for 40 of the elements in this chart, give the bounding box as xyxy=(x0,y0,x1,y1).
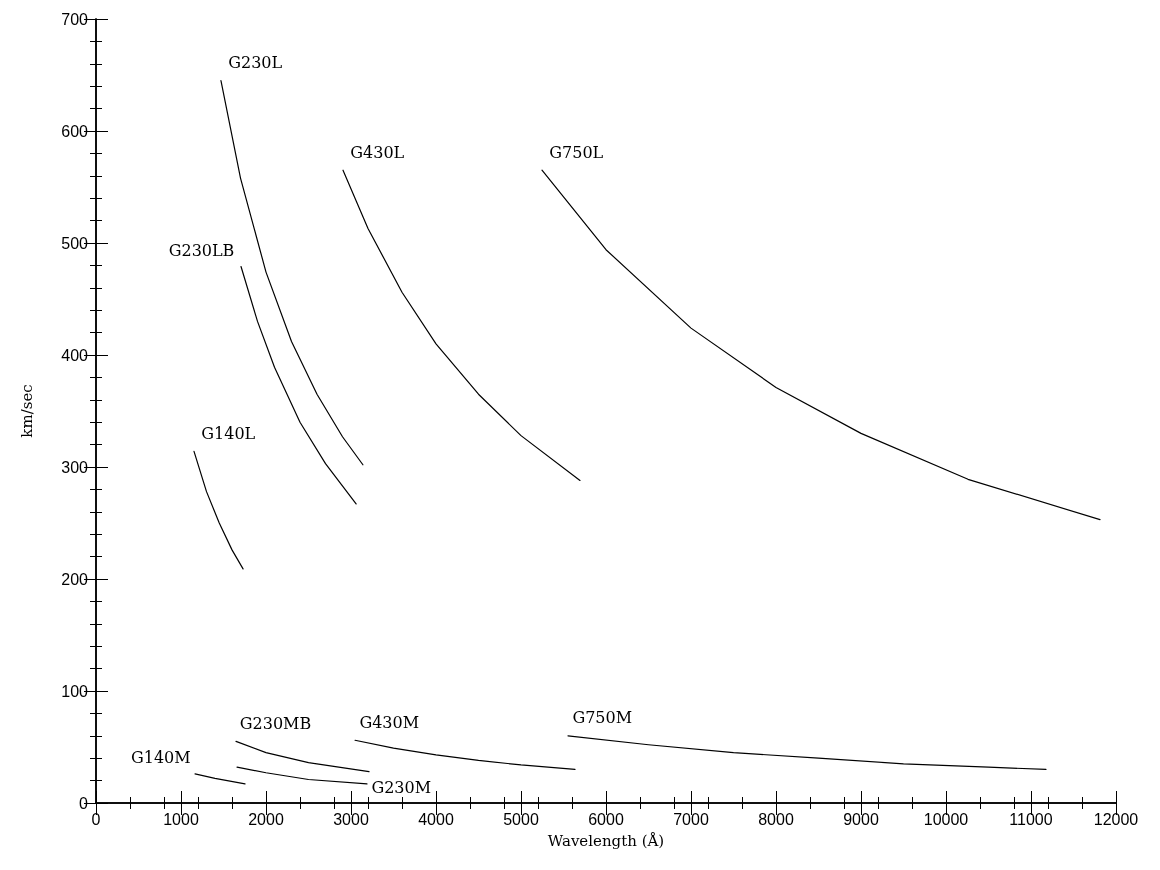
line-series xyxy=(235,740,370,773)
line-series xyxy=(342,169,581,482)
y-tick-label: 600 xyxy=(61,122,89,140)
series-label: G230LB xyxy=(168,241,235,261)
y-tick-label: 100 xyxy=(61,682,89,700)
x-tick-label: 12000 xyxy=(1093,810,1139,828)
series-label: G230L xyxy=(228,53,283,73)
x-tick-label: 0 xyxy=(91,810,101,828)
y-tick-label: 700 xyxy=(61,10,89,28)
series-label: G230M xyxy=(371,778,432,798)
series-label: G430L xyxy=(350,142,405,162)
x-tick-label: 4000 xyxy=(418,810,454,828)
y-tick-label: 500 xyxy=(61,234,89,252)
line-series xyxy=(354,739,576,770)
line-series xyxy=(541,169,1101,521)
series-label: G140M xyxy=(130,748,191,768)
y-tick-label: 300 xyxy=(61,458,89,476)
series-label: G430M xyxy=(359,712,420,732)
x-tick-label: 7000 xyxy=(673,810,709,828)
x-tick-label: 2000 xyxy=(248,810,284,828)
series-label: G230MB xyxy=(239,713,312,733)
x-tick-label: 1000 xyxy=(163,810,199,828)
series-label: G750L xyxy=(549,142,604,162)
x-tick-label: 3000 xyxy=(333,810,369,828)
line-series xyxy=(236,766,368,785)
x-tick-label: 10000 xyxy=(923,810,969,828)
x-tick-label: 6000 xyxy=(588,810,624,828)
x-tick-label: 9000 xyxy=(843,810,879,828)
y-tick-label: 400 xyxy=(61,346,89,364)
y-tick-label: 0 xyxy=(79,794,89,812)
y-tick-label: 200 xyxy=(61,570,89,588)
line-series xyxy=(193,450,244,570)
x-axis-title: Wavelength (Å) xyxy=(547,831,665,850)
line-series xyxy=(567,735,1047,770)
series-label: G750M xyxy=(572,708,633,728)
x-tick-label: 8000 xyxy=(758,810,794,828)
y-axis-title: km/sec xyxy=(17,384,36,438)
x-tick-label: 5000 xyxy=(503,810,539,828)
x-tick-label: 11000 xyxy=(1009,810,1053,828)
series-label: G140L xyxy=(201,423,256,443)
